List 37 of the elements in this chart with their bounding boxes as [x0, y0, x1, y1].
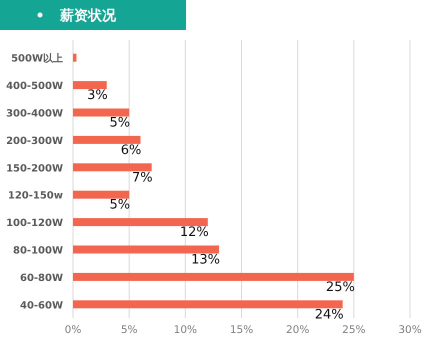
y-tick-label: 100-120W — [6, 218, 63, 230]
y-tick-label: 400-500W — [6, 81, 63, 92]
chart-title: 薪资状况 — [59, 8, 117, 24]
bar — [73, 246, 220, 254]
data-label: 5% — [110, 198, 130, 213]
data-label: 12% — [180, 225, 209, 240]
x-tick-label: 25% — [342, 324, 366, 336]
bar — [73, 218, 208, 226]
bar — [73, 272, 354, 281]
bar — [73, 136, 140, 144]
x-tick-label: 5% — [120, 324, 138, 336]
data-label: 3% — [87, 88, 108, 104]
bar — [73, 300, 343, 308]
data-label: 24% — [314, 307, 344, 322]
y-tick-label: 120-150w — [8, 190, 63, 202]
bar — [73, 190, 130, 199]
y-tick-label: 80-100W — [13, 246, 63, 256]
bar — [73, 81, 107, 90]
y-tick-label: 500W以上 — [11, 52, 63, 65]
data-label: 25% — [326, 280, 355, 295]
bar — [73, 54, 76, 62]
data-label: 13% — [191, 252, 220, 268]
y-tick-label: 60-80W — [20, 272, 63, 284]
bar — [73, 163, 152, 172]
x-tick-label: 10% — [174, 324, 198, 336]
y-tick-label: 150-200W — [6, 163, 63, 174]
y-tick-label: 40-60W — [20, 300, 63, 312]
x-tick-label: 0% — [64, 324, 82, 336]
data-label: 5% — [110, 116, 130, 130]
x-tick-label: 30% — [398, 324, 422, 336]
y-tick-label: 300-400W — [6, 108, 63, 120]
data-label: 7% — [132, 170, 153, 186]
x-tick-label: 15% — [230, 324, 254, 336]
y-tick-label: 200-300W — [6, 136, 63, 147]
x-tick-label: 20% — [286, 324, 310, 336]
bar — [73, 108, 130, 116]
data-label: 6% — [120, 142, 142, 158]
